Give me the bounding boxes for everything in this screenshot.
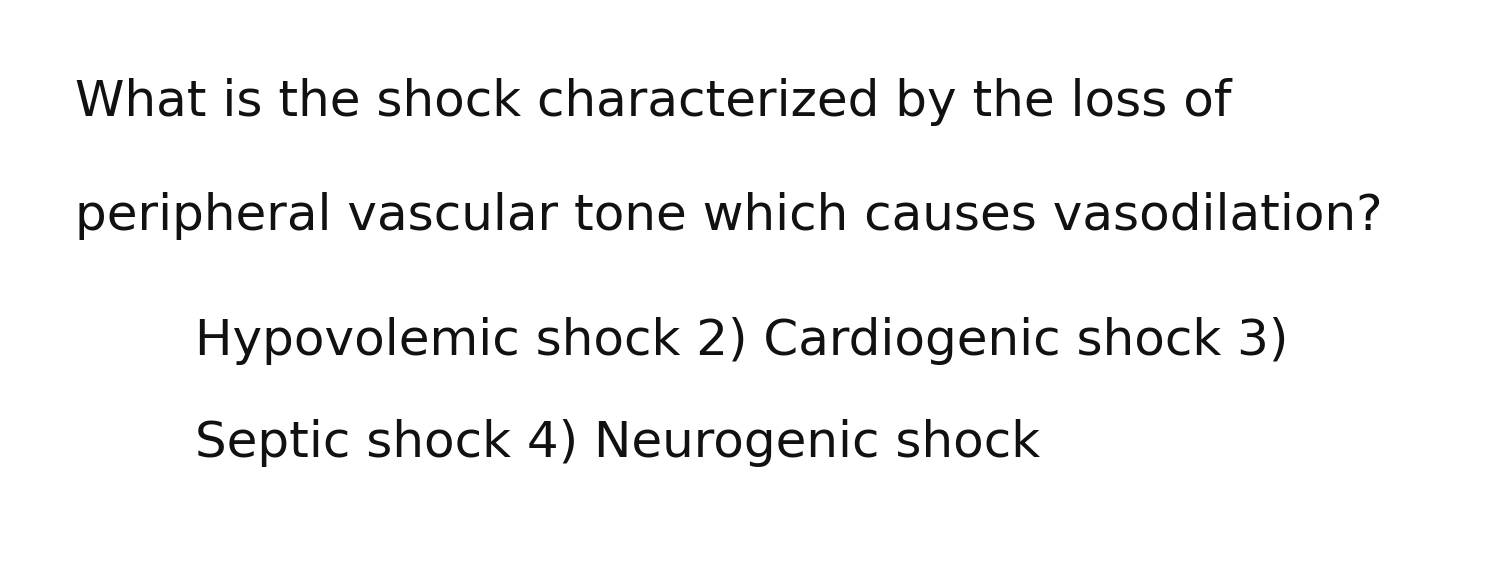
Text: What is the shock characterized by the loss of: What is the shock characterized by the l… [75,78,1231,126]
Text: peripheral vascular tone which causes vasodilation?: peripheral vascular tone which causes va… [75,192,1383,240]
Text: Septic shock 4) Neurogenic shock: Septic shock 4) Neurogenic shock [195,419,1040,467]
Text: Hypovolemic shock 2) Cardiogenic shock 3): Hypovolemic shock 2) Cardiogenic shock 3… [195,317,1288,365]
